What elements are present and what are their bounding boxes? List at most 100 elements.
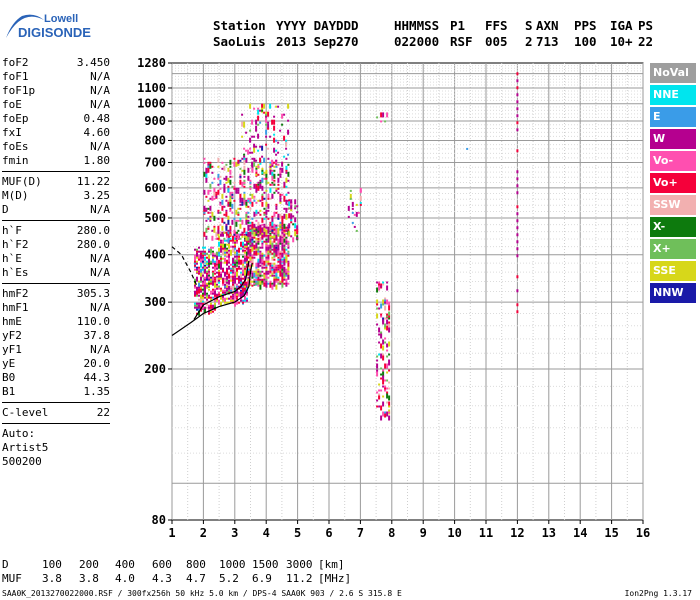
echo-point xyxy=(380,389,383,392)
echo-point xyxy=(207,207,210,210)
echo-point xyxy=(249,254,252,257)
echo-point xyxy=(263,157,266,163)
legend-item-noval: NoVal xyxy=(650,63,696,83)
clevel-name: C-level xyxy=(2,406,49,419)
echo-point xyxy=(378,353,381,356)
echo-point xyxy=(384,327,387,330)
muf-distance-value: 1500 xyxy=(252,558,279,571)
echo-point xyxy=(204,270,206,273)
echo-point xyxy=(224,243,226,249)
echo-point xyxy=(204,260,206,263)
echo-point xyxy=(287,254,290,257)
echo-point xyxy=(212,310,214,313)
muf-frequency-unit: [MHz] xyxy=(318,572,352,585)
header-label: HHMMSS xyxy=(394,18,440,33)
echo-point xyxy=(220,277,222,280)
echo-point xyxy=(255,248,258,251)
echo-point xyxy=(287,153,290,156)
echo-point xyxy=(378,405,381,408)
echo-point xyxy=(380,405,383,411)
echo-point xyxy=(287,282,290,285)
echo-point xyxy=(253,223,256,229)
echo-point xyxy=(230,275,232,278)
y-tick-label: 200 xyxy=(144,362,166,376)
echo-point xyxy=(281,264,284,270)
echo-point xyxy=(232,279,234,282)
echo-point xyxy=(273,147,276,153)
echo-point xyxy=(279,250,282,253)
echo-point xyxy=(275,244,278,247)
echo-point xyxy=(277,250,280,256)
echo-point xyxy=(236,235,238,238)
echo-point xyxy=(244,299,246,302)
param-value: 1.35 xyxy=(83,385,111,398)
echo-point xyxy=(229,201,232,207)
x-tick-label: 11 xyxy=(479,526,493,540)
echo-point xyxy=(247,219,250,222)
echo-point xyxy=(228,285,230,291)
echo-point xyxy=(255,282,258,285)
echo-point xyxy=(205,207,208,210)
echo-point xyxy=(516,275,519,279)
echo-point xyxy=(275,278,278,281)
echo-point xyxy=(251,201,254,207)
echo-point xyxy=(204,252,206,255)
echo-point xyxy=(261,185,264,191)
echo-point xyxy=(273,137,276,143)
echo-point xyxy=(263,226,266,232)
echo-point xyxy=(267,203,270,209)
echo-point xyxy=(226,285,228,288)
echo-point xyxy=(206,298,208,301)
header-value: 022000 xyxy=(394,34,440,49)
echo-point xyxy=(382,401,385,407)
echo-point xyxy=(243,185,246,188)
echo-point xyxy=(351,201,354,207)
muf-frequency-value: 3.8 xyxy=(42,572,62,585)
echo-point xyxy=(255,250,258,256)
echo-point xyxy=(273,223,276,229)
echo-point xyxy=(292,215,295,218)
echo-point xyxy=(241,169,244,172)
x-tick-label: 12 xyxy=(510,526,524,540)
echo-point xyxy=(211,181,214,184)
echo-point xyxy=(281,123,284,126)
echo-point xyxy=(287,250,290,253)
echo-point xyxy=(516,149,519,153)
echo-point xyxy=(386,343,389,346)
echo-point xyxy=(208,312,210,315)
echo-point xyxy=(516,79,519,83)
echo-point xyxy=(253,199,256,202)
echo-point xyxy=(273,183,276,186)
echo-point xyxy=(244,233,246,236)
trace-curve xyxy=(171,246,198,287)
param-name: yE xyxy=(2,357,16,370)
echo-point xyxy=(287,244,290,247)
legend-item-e: E xyxy=(650,107,696,127)
echo-point xyxy=(226,243,228,246)
param-divider xyxy=(2,220,110,221)
echo-point xyxy=(218,263,220,269)
echo-point xyxy=(275,280,278,283)
echo-point xyxy=(271,195,274,198)
echo-point xyxy=(265,256,268,259)
autoscale-line2: Artist5 xyxy=(2,441,49,454)
echo-point xyxy=(382,385,385,388)
header-value: 2013 Sep27 xyxy=(276,34,352,49)
echo-point xyxy=(247,246,250,252)
x-tick-label: 16 xyxy=(636,526,650,540)
echo-point xyxy=(277,177,280,183)
echo-point xyxy=(212,246,214,249)
echo-point xyxy=(263,213,266,216)
echo-point xyxy=(198,254,200,260)
echo-point xyxy=(226,291,228,294)
echo-point xyxy=(271,181,274,184)
echo-point xyxy=(281,231,284,234)
echo-point xyxy=(279,235,282,241)
echo-point xyxy=(271,215,274,218)
echo-point xyxy=(267,250,270,253)
echo-point xyxy=(287,252,290,255)
echo-point xyxy=(215,195,218,198)
echo-point xyxy=(269,221,272,224)
echo-point xyxy=(247,268,250,271)
echo-point xyxy=(263,266,266,269)
